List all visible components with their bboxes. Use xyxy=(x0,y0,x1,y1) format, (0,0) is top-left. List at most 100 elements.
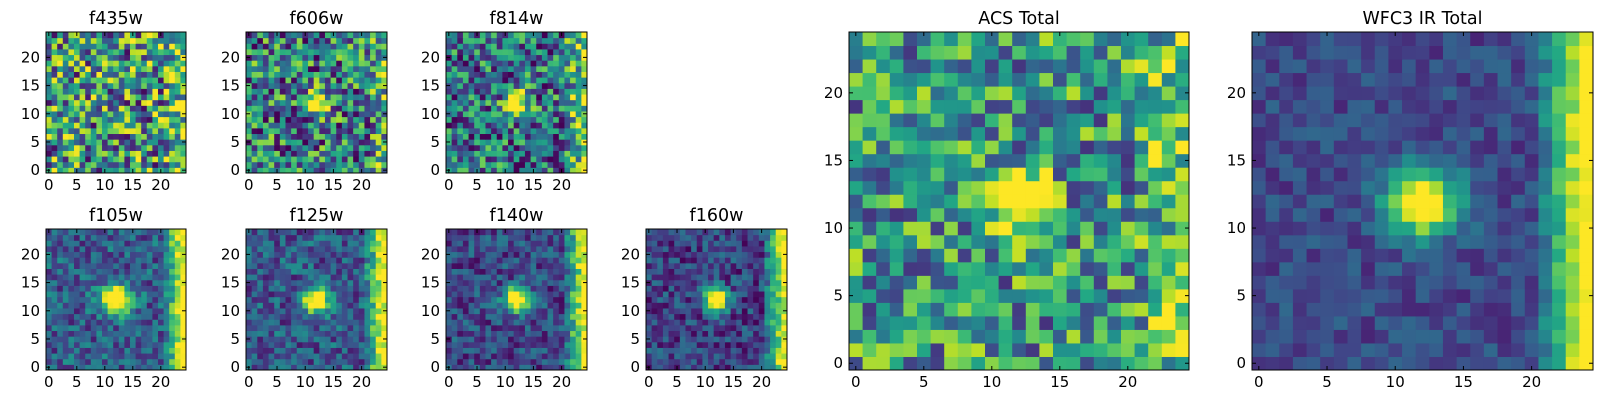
heatmap-cell xyxy=(462,262,470,269)
heatmap-cell xyxy=(358,71,365,78)
heatmap-cell xyxy=(135,274,142,281)
heatmap-cell xyxy=(57,48,64,56)
heatmap-cell xyxy=(375,48,382,56)
heatmap-cell xyxy=(68,257,75,264)
heatmap-cell xyxy=(313,116,320,123)
heatmap-cell xyxy=(513,313,520,320)
heatmap-cell xyxy=(446,144,453,151)
heatmap-cell xyxy=(457,122,464,129)
heatmap-cell xyxy=(1134,261,1149,276)
heatmap-cell xyxy=(370,274,377,281)
heatmap-cell xyxy=(296,347,303,354)
heatmap-cell xyxy=(553,150,560,157)
heatmap-cell xyxy=(146,127,153,135)
heatmap-cell xyxy=(702,279,709,286)
heatmap-cell xyxy=(141,110,148,118)
heatmap-cell xyxy=(479,32,486,39)
heatmap-cell xyxy=(291,71,298,78)
heatmap-cell xyxy=(107,116,114,123)
heatmap-cell xyxy=(696,336,703,343)
heatmap-cell xyxy=(268,99,275,106)
heatmap-cell xyxy=(319,364,326,371)
heatmap-cell xyxy=(279,139,286,146)
heatmap-cell xyxy=(102,133,109,140)
heatmap-cell xyxy=(570,229,577,236)
heatmap-cell xyxy=(702,296,709,303)
heatmap-cell xyxy=(96,240,103,247)
heatmap-cell xyxy=(135,43,142,50)
heatmap-cell xyxy=(849,207,864,222)
heatmap-cell xyxy=(651,364,658,371)
heatmap-cell xyxy=(113,48,120,56)
heatmap-cell xyxy=(570,105,577,112)
heatmap-cell xyxy=(130,234,137,241)
heatmap-cell xyxy=(770,302,777,309)
heatmap-cell xyxy=(479,54,486,61)
heatmap-cell xyxy=(1039,234,1054,249)
heatmap-cell xyxy=(268,139,275,146)
heatmap-cell xyxy=(1053,207,1068,222)
heatmap-cell xyxy=(508,32,515,39)
heatmap-cell xyxy=(107,156,114,163)
heatmap-cell xyxy=(558,161,565,168)
heatmap-cell xyxy=(308,234,315,241)
heatmap-cell xyxy=(524,71,532,78)
heatmap-cell xyxy=(107,161,114,168)
heatmap-cell xyxy=(1080,275,1095,290)
heatmap-cell xyxy=(451,161,458,168)
heatmap-cell xyxy=(358,291,365,298)
heatmap-cell xyxy=(719,245,726,253)
heatmap-cell xyxy=(451,150,458,157)
heatmap-cell xyxy=(564,99,571,106)
heatmap-cell xyxy=(1039,248,1054,263)
heatmap-cell xyxy=(246,302,253,309)
heatmap-cell xyxy=(570,274,577,281)
heatmap-cell xyxy=(462,319,470,326)
heatmap-cell xyxy=(152,330,159,337)
heatmap-cell xyxy=(451,285,458,292)
heatmap-cell xyxy=(46,105,53,112)
heatmap-cell xyxy=(657,262,664,269)
heatmap-cell xyxy=(674,279,681,286)
heatmap-cell xyxy=(169,82,176,89)
heatmap-cell xyxy=(274,144,281,151)
heatmap-cell xyxy=(152,110,159,118)
heatmap-cell xyxy=(336,353,343,360)
heatmap-cell xyxy=(457,127,464,135)
heatmap-cell xyxy=(468,353,475,360)
heatmap-cell xyxy=(296,150,303,157)
heatmap-cell xyxy=(485,167,492,174)
heatmap-cell xyxy=(85,105,92,112)
heatmap-cell xyxy=(558,285,565,292)
heatmap-cell xyxy=(691,336,698,343)
heatmap-cell xyxy=(446,150,453,157)
heatmap-cell xyxy=(730,234,737,241)
heatmap-cell xyxy=(46,116,53,123)
heatmap-cell xyxy=(575,240,582,247)
heatmap-cell xyxy=(262,364,270,371)
heatmap-cell xyxy=(152,313,159,320)
heatmap-cell xyxy=(446,234,453,241)
heatmap-cell xyxy=(90,94,97,101)
heatmap-cell xyxy=(152,229,159,236)
heatmap-cell xyxy=(998,207,1013,222)
heatmap-cell xyxy=(457,77,464,84)
heatmap-cell xyxy=(285,364,292,371)
heatmap-cell xyxy=(324,32,332,39)
heatmap-cell xyxy=(508,122,515,129)
heatmap-cell xyxy=(491,358,498,365)
heatmap-cell xyxy=(158,116,165,123)
heatmap-cell xyxy=(102,127,109,135)
heatmap-cell xyxy=(876,261,891,276)
heatmap-cell xyxy=(513,127,520,135)
heatmap-cell xyxy=(998,302,1013,317)
heatmap-cell xyxy=(152,245,159,253)
heatmap-cell xyxy=(257,94,264,101)
heatmap-cell xyxy=(62,105,69,112)
heatmap-cell xyxy=(747,353,754,360)
heatmap-cell xyxy=(169,234,176,241)
heatmap-cell xyxy=(79,234,86,241)
x-tick-label: 5 xyxy=(72,373,82,391)
heatmap-cell xyxy=(68,139,75,146)
heatmap-cell xyxy=(68,48,75,56)
